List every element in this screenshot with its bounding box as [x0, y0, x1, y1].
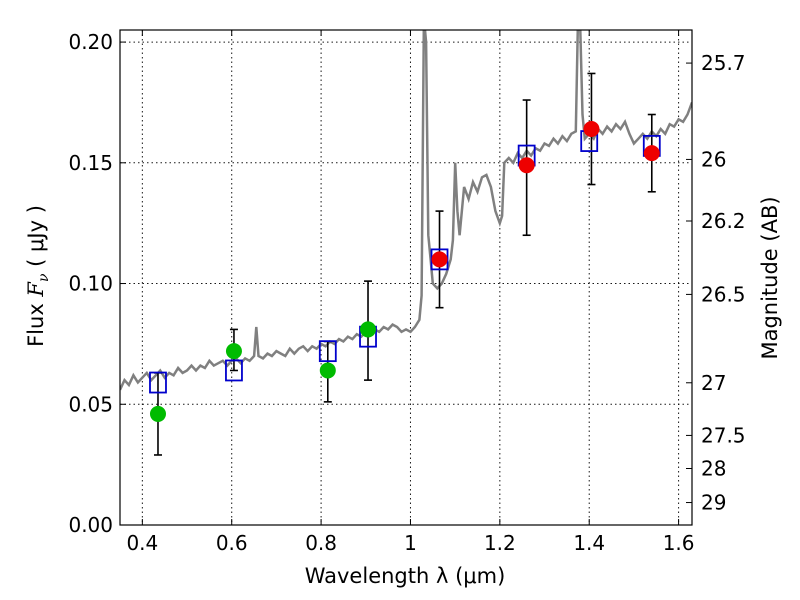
green-detection-point: [360, 321, 377, 338]
model-box-marker: [149, 371, 167, 394]
y-axis-title: Flux Fν ( μJy ): [24, 205, 52, 347]
x-tick-label: 1.4: [573, 531, 605, 555]
y2-tick-label: 26.2: [701, 209, 746, 233]
y-tick-label: 0.15: [68, 151, 113, 175]
x-tick-label: 0.4: [126, 531, 158, 555]
y2-axis-ticks: 25.7 26 26.2 26.5 27 27.5 28 29: [686, 51, 746, 515]
red-detection-point: [518, 157, 535, 174]
green-detection-point: [225, 343, 242, 360]
y-tick-label: 0.05: [68, 392, 113, 416]
detection-series: [149, 121, 660, 422]
y2-tick-label: 27.5: [701, 423, 746, 447]
red-detection-point: [643, 145, 660, 162]
model-box-marker: [318, 340, 337, 363]
y2-tick-label: 28: [701, 456, 726, 480]
y2-tick-label: 29: [701, 491, 726, 515]
x-axis-ticks: 0.4 0.6 0.8 1 1.2 1.4 1.6: [126, 30, 695, 555]
x-axis-title: Wavelength λ (μm): [305, 564, 506, 588]
red-detection-point: [431, 251, 448, 268]
y2-tick-label: 26.5: [701, 282, 746, 306]
y2-axis-title: Magnitude (AB): [758, 196, 782, 359]
spectrum-line: [120, 30, 692, 391]
green-detection-point: [149, 405, 166, 422]
spectrum-series: [120, 30, 692, 391]
y2-tick-label: 27: [701, 371, 726, 395]
y-tick-label: 0.20: [68, 30, 113, 54]
y-axis-ticks: 0.00 0.05 0.10 0.15 0.20: [68, 30, 126, 537]
plot-frame: [119, 29, 693, 526]
y2-tick-label: 26: [701, 147, 726, 171]
x-tick-label: 1: [404, 531, 417, 555]
green-detection-point: [319, 362, 336, 379]
x-tick-label: 0.6: [216, 531, 248, 555]
x-tick-label: 0.8: [305, 531, 337, 555]
grid-lines: [120, 30, 692, 526]
x-tick-label: 1.2: [484, 531, 516, 555]
y-tick-label: 0.10: [68, 272, 113, 296]
y2-tick-label: 25.7: [701, 51, 746, 75]
x-tick-label: 1.6: [663, 531, 695, 555]
red-detection-point: [583, 121, 600, 137]
y-tick-label: 0.00: [68, 513, 113, 537]
model-box-marker: [225, 359, 243, 382]
